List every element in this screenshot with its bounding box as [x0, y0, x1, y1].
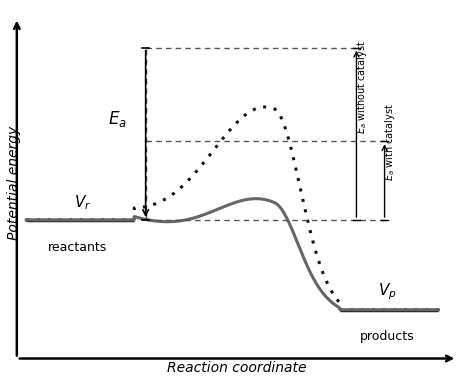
Text: products: products	[360, 331, 414, 344]
Text: reactants: reactants	[48, 241, 107, 253]
Text: $E_a$ without catalyst: $E_a$ without catalyst	[355, 40, 369, 134]
Text: $E_a$ with catalyst: $E_a$ with catalyst	[383, 103, 397, 180]
Text: $V_r$: $V_r$	[74, 194, 91, 212]
Text: $V_p$: $V_p$	[378, 282, 396, 302]
Text: Reaction coordinate: Reaction coordinate	[167, 361, 307, 375]
Text: Potential energy: Potential energy	[7, 125, 20, 240]
Text: $E_a$: $E_a$	[108, 109, 127, 129]
